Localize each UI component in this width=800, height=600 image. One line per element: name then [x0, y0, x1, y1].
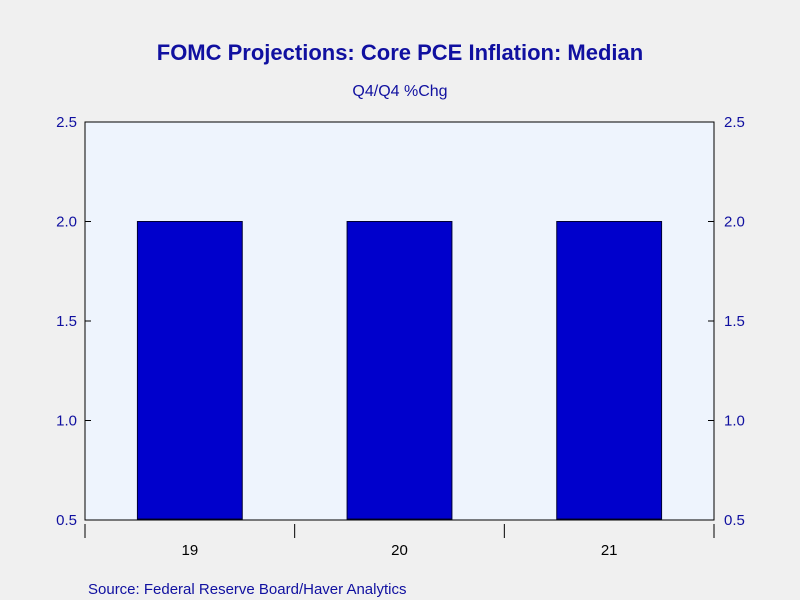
source-note: Source: Federal Reserve Board/Haver Anal… [88, 581, 406, 598]
x-tick-label-21: 21 [601, 542, 618, 559]
bar-19 [136, 221, 243, 520]
y-tick-label-right: 0.5 [724, 512, 745, 529]
bar-21 [556, 221, 663, 520]
x-tick-label-20: 20 [391, 542, 408, 559]
chart-title: FOMC Projections: Core PCE Inflation: Me… [157, 40, 643, 65]
bars-group [136, 221, 663, 520]
y-tick-label-right: 2.5 [724, 114, 745, 131]
axes-group: 0.5 0.5 1.0 1.0 1.5 1.5 2.0 2.0 2.5 2.5 19 20 21 [56, 114, 745, 559]
y-tick-label-right: 1.5 [724, 313, 745, 330]
y-tick-label-left: 1.0 [56, 413, 77, 430]
x-tick-label-19: 19 [181, 542, 198, 559]
y-tick-label-right: 2.0 [724, 214, 745, 231]
y-tick-label-left: 2.0 [56, 214, 77, 231]
bar-20 [346, 221, 453, 520]
y-tick-label-right: 1.0 [724, 413, 745, 430]
y-tick-label-left: 1.5 [56, 313, 77, 330]
y-tick-label-left: 0.5 [56, 512, 77, 529]
chart-subtitle: Q4/Q4 %Chg [352, 83, 447, 100]
y-tick-label-left: 2.5 [56, 114, 77, 131]
